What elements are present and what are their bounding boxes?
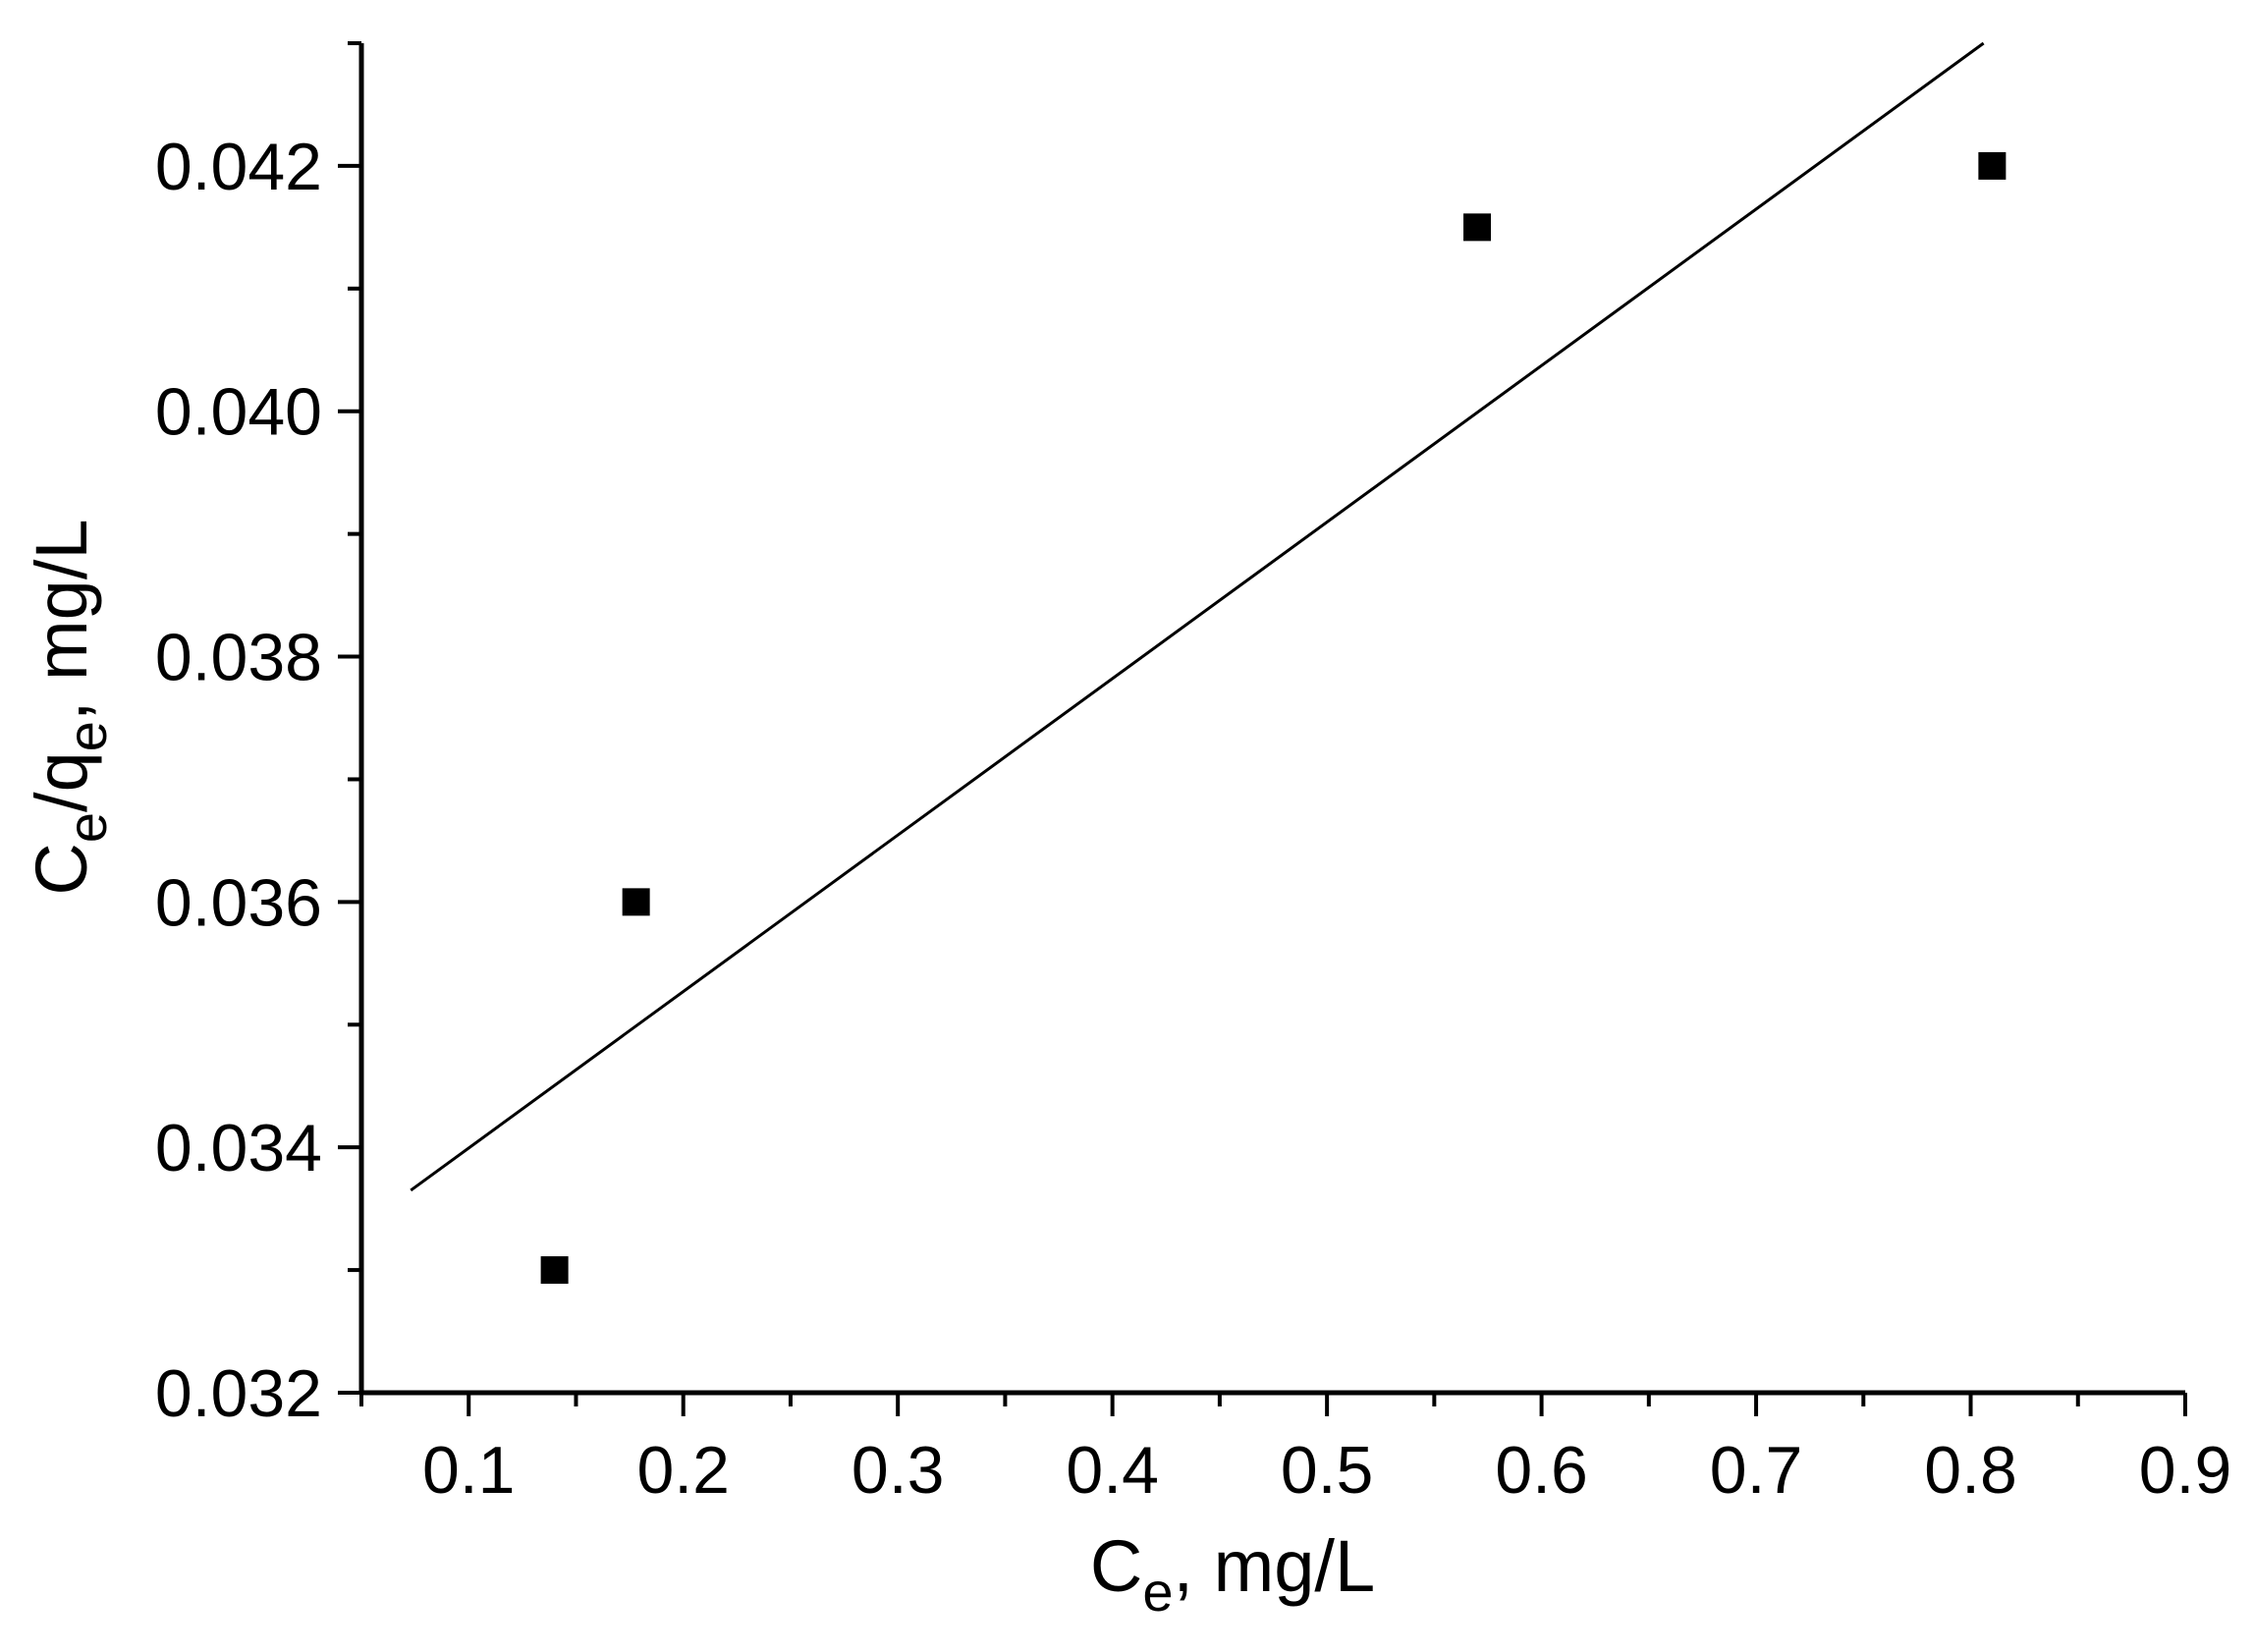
x-title-subscript: e: [1142, 1561, 1173, 1623]
x-tick-label: 0.1: [422, 1433, 516, 1508]
x-title-rest: , mg/L: [1173, 1525, 1375, 1607]
y-tick-label: 0.034: [155, 1111, 322, 1185]
y-title-mid: /q: [21, 751, 102, 812]
x-tick-label: 0.8: [1924, 1433, 2017, 1508]
data-point: [1978, 151, 2007, 180]
y-title-main: C: [21, 843, 102, 895]
y-title-subscript-1: e: [56, 812, 118, 843]
y-tick-label: 0.038: [155, 621, 322, 695]
y-axis-title: Ce/qe, mg/L: [21, 519, 118, 895]
y-tick-label: 0.036: [155, 865, 322, 940]
data-points: [540, 151, 2007, 1285]
data-point: [1463, 213, 1492, 242]
x-title-main: C: [1090, 1525, 1142, 1607]
x-axis-ticks: [359, 1393, 2187, 1416]
data-point: [622, 888, 650, 916]
y-tick-label: 0.042: [155, 130, 322, 204]
x-axis-tick-labels: 0.1 0.2 0.3 0.4 0.5 0.6 0.7 0.8 0.9: [422, 1433, 2231, 1508]
x-axis-title: Ce, mg/L: [1090, 1525, 1375, 1623]
x-tick-label: 0.9: [2139, 1433, 2232, 1508]
x-tick-label: 0.4: [1066, 1433, 1159, 1508]
y-axis-ticks: [338, 41, 361, 1395]
plot-area: 0.1 0.2 0.3 0.4 0.5 0.6 0.7 0.8 0.9 0.0320.0340.…: [155, 41, 2231, 1508]
x-tick-label: 0.7: [1710, 1433, 1803, 1508]
y-title-subscript-2: e: [56, 721, 118, 751]
data-point: [540, 1256, 569, 1285]
x-tick-label: 0.2: [636, 1433, 730, 1508]
y-axis-tick-labels: 0.032 0.034 0.036 0.038 0.040 0.042: [155, 130, 322, 1431]
y-title-rest: , mg/L: [21, 519, 102, 721]
y-tick-label: 0.032: [155, 1356, 322, 1431]
x-tick-label: 0.3: [852, 1433, 945, 1508]
x-tick-label: 0.5: [1281, 1433, 1374, 1508]
x-tick-label: 0.6: [1495, 1433, 1588, 1508]
linear-fit-line: [410, 41, 1985, 1192]
y-tick-label: 0.040: [155, 375, 322, 450]
